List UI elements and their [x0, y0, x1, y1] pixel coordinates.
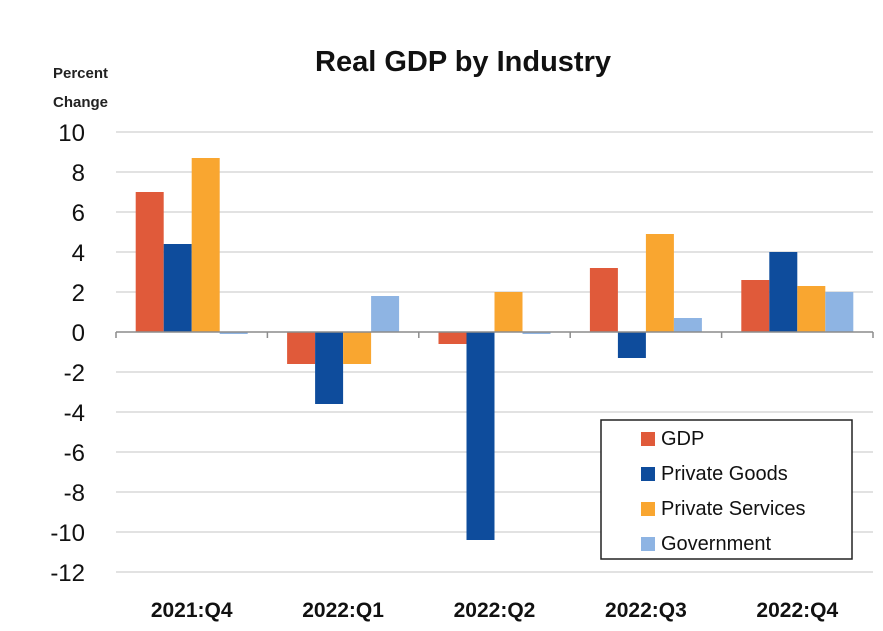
bar-government	[371, 296, 400, 332]
legend-label: Private Goods	[661, 463, 788, 485]
bar-private-services	[343, 332, 372, 364]
y-tick-label: 4	[72, 240, 85, 267]
bar-gdp	[135, 192, 164, 332]
bar-private-goods	[617, 332, 646, 358]
y-axis-label-line2: Change	[53, 94, 108, 111]
x-tick-label: 2022:Q1	[302, 599, 384, 622]
legend-label: GDP	[661, 428, 704, 450]
bar-government	[673, 318, 702, 332]
bar-gdp	[287, 332, 316, 364]
y-tick-label: -4	[64, 400, 85, 427]
bar-private-goods	[315, 332, 344, 404]
bar-government	[522, 332, 551, 334]
legend-label: Government	[661, 533, 771, 555]
y-tick-label: -10	[50, 520, 85, 547]
legend-label: Private Services	[661, 498, 806, 520]
y-tick-label: 6	[72, 200, 85, 227]
x-axis-ticks: 2021:Q4 2022:Q1 2022:Q2 2022:Q3 2022:Q4	[151, 599, 839, 622]
legend-swatch	[641, 432, 655, 446]
bar-private-services	[494, 292, 523, 332]
y-tick-label: -8	[64, 480, 85, 507]
bar-private-goods	[466, 332, 495, 540]
legend-swatch	[641, 502, 655, 516]
legend: GDP Private Goods Private Services Governme…	[600, 419, 853, 560]
y-tick-label: -2	[64, 360, 85, 387]
bar-private-goods	[163, 244, 192, 332]
bar-gdp	[438, 332, 467, 344]
x-tick-label: 2022:Q2	[454, 599, 536, 622]
legend-swatch	[641, 467, 655, 481]
bars	[135, 158, 854, 540]
y-axis-label-line1: Percent	[53, 65, 108, 82]
bar-private-services	[797, 286, 826, 332]
legend-swatch	[641, 537, 655, 551]
y-tick-label: 2	[72, 280, 85, 307]
bar-private-services	[191, 158, 220, 332]
x-tick-label: 2022:Q4	[756, 599, 838, 622]
bar-private-goods	[769, 252, 798, 332]
y-tick-label: -12	[50, 560, 85, 587]
bar-gdp	[589, 268, 618, 332]
x-tick-label: 2022:Q3	[605, 599, 687, 622]
bar-government	[219, 332, 248, 334]
y-tick-label: 0	[72, 320, 85, 347]
y-tick-label: 10	[58, 120, 85, 147]
bar-gdp	[741, 280, 770, 332]
x-tick-label: 2021:Q4	[151, 599, 233, 622]
y-axis-ticks: 10 8 6 4 2 0 -2 -4 -6 -8 -10 -12	[50, 120, 85, 587]
bar-private-services	[645, 234, 674, 332]
bar-government	[825, 292, 854, 332]
x-axis	[115, 331, 874, 338]
y-tick-label: 8	[72, 160, 85, 187]
chart-title: Real GDP by Industry	[315, 46, 611, 78]
y-tick-label: -6	[64, 440, 85, 467]
